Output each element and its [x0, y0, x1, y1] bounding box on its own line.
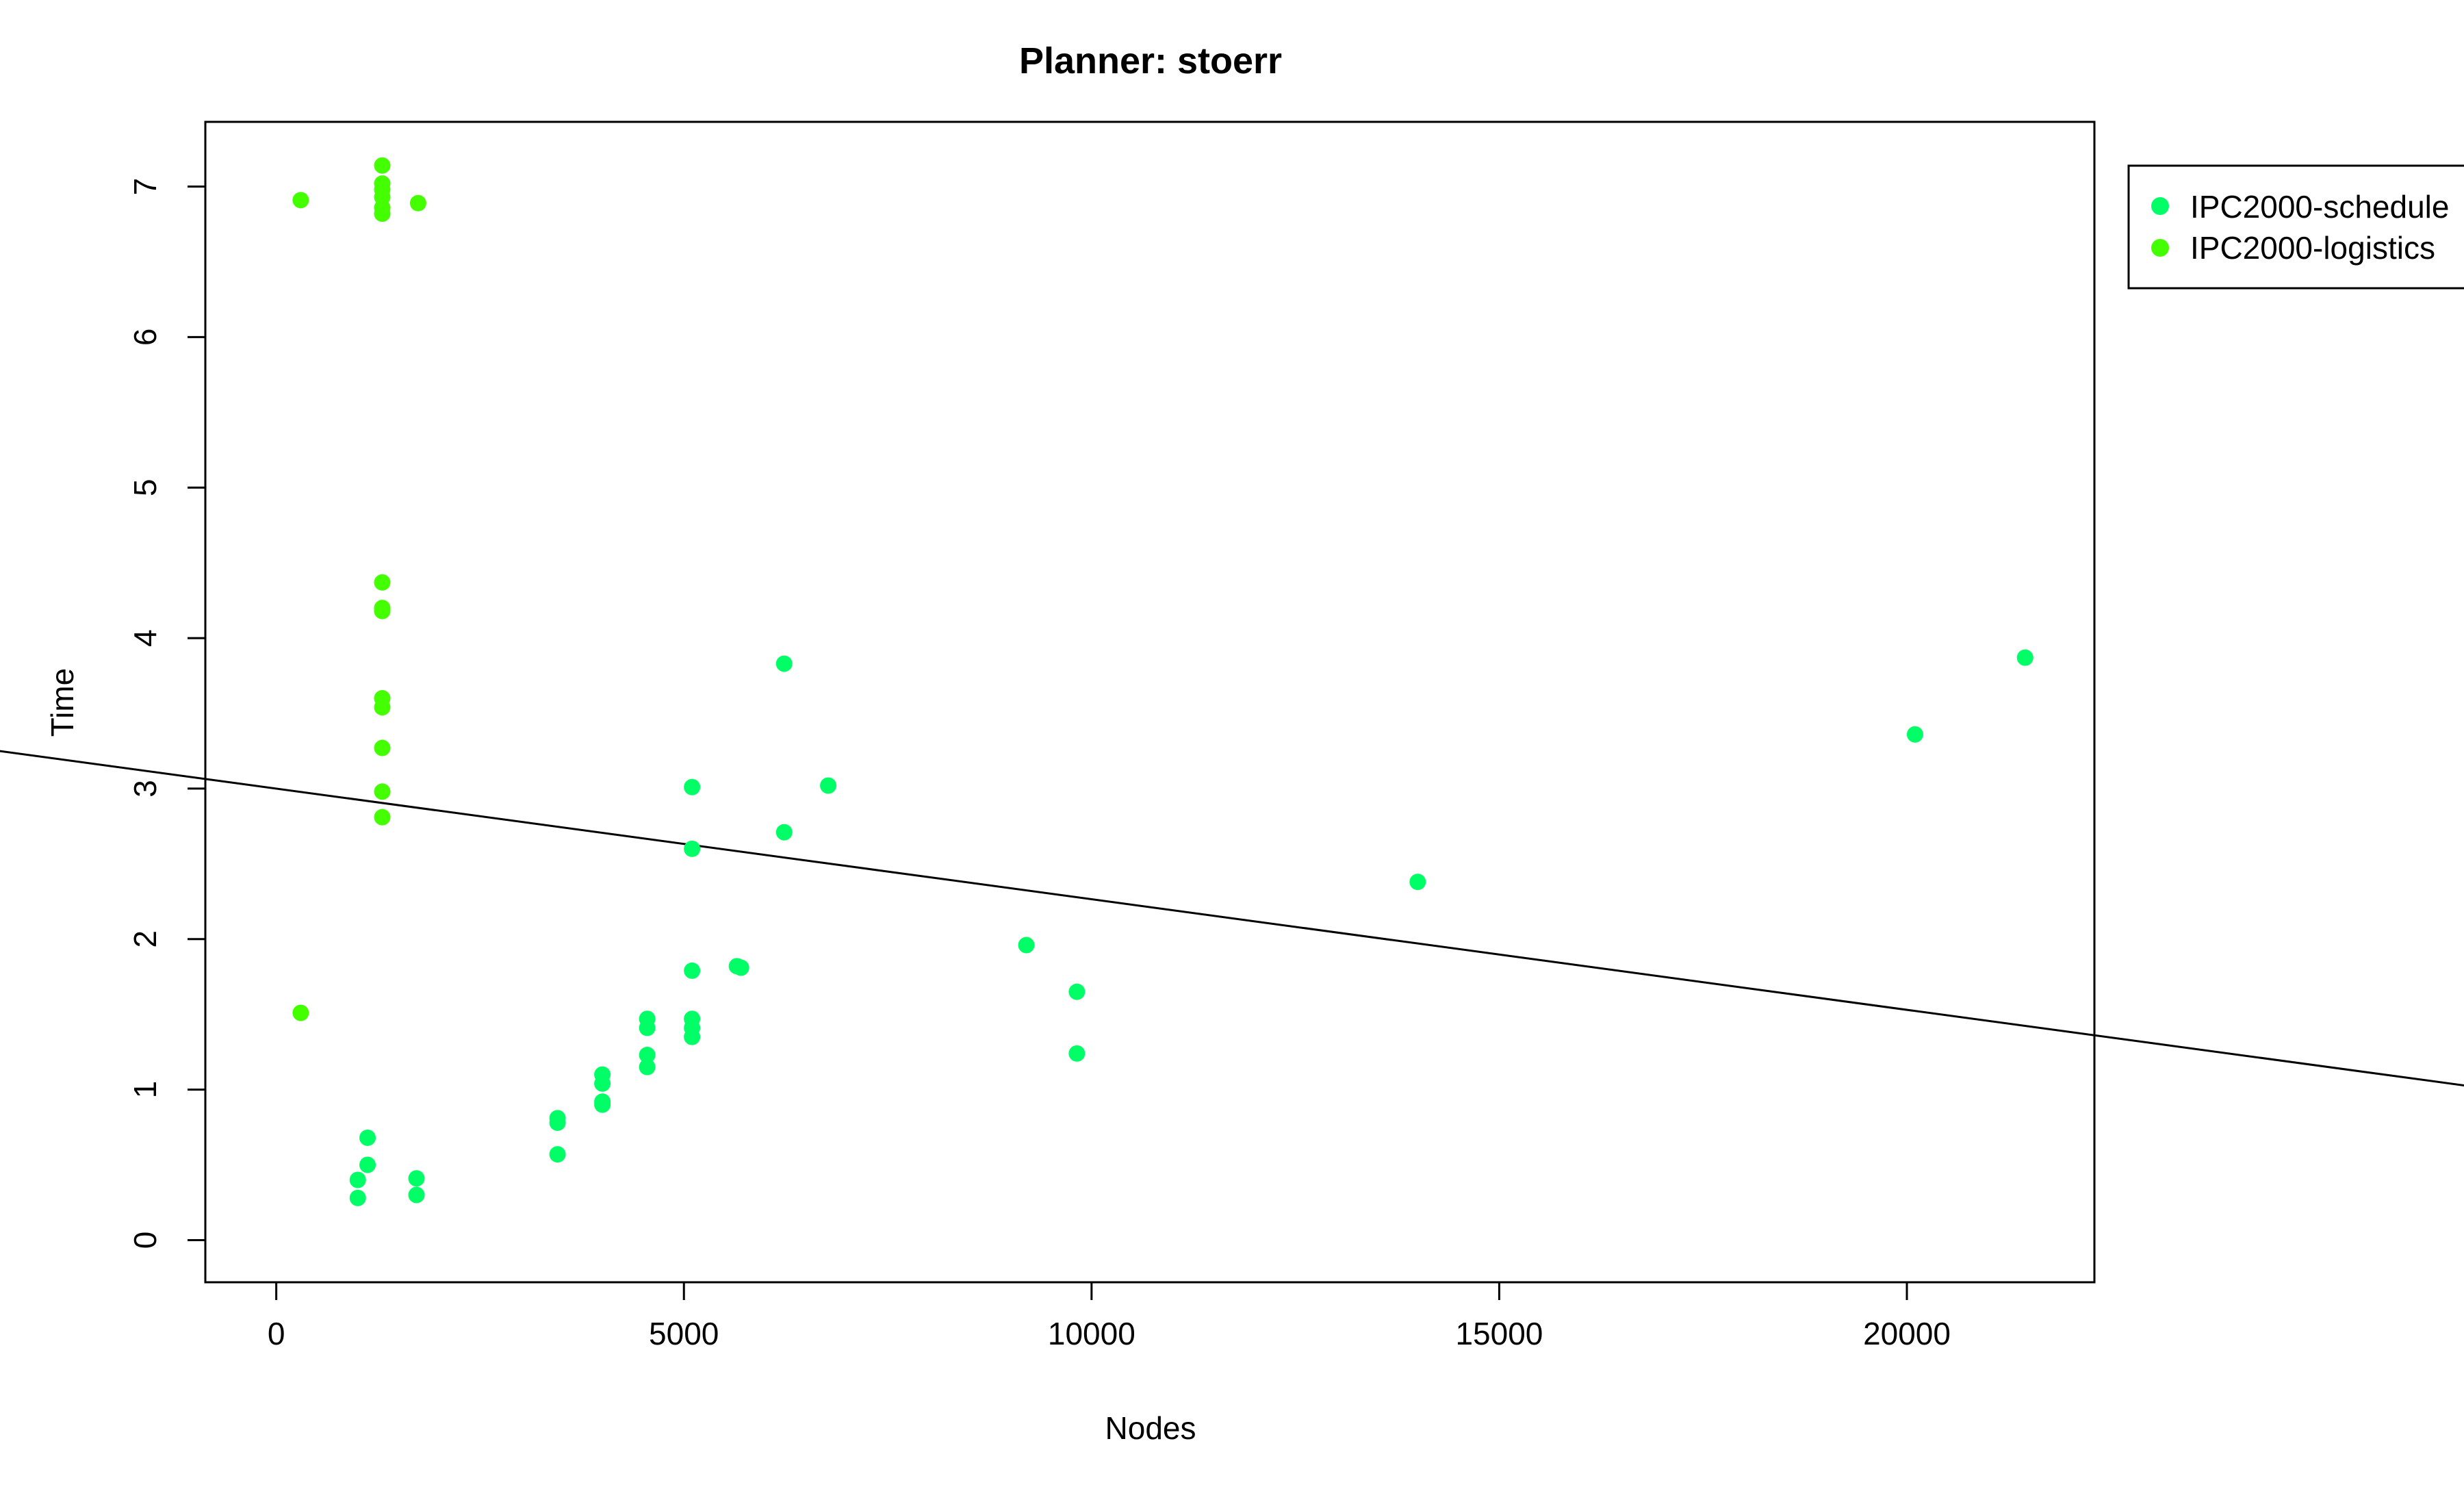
legend: IPC2000-schedule IPC2000-logistics	[2127, 164, 2464, 290]
plot-frame	[204, 120, 2096, 1284]
data-point-schedule	[1068, 983, 1086, 1000]
regression-line-group	[0, 750, 2464, 1087]
data-point-schedule	[684, 962, 701, 979]
legend-label-logistics: IPC2000-logistics	[2190, 230, 2435, 266]
y-tick-label: 6	[127, 329, 163, 346]
data-point-schedule	[594, 1066, 611, 1083]
regression-line	[0, 750, 2464, 1087]
data-point-schedule	[1906, 726, 1923, 743]
data-point-schedule	[408, 1186, 425, 1204]
data-point-schedule	[684, 1010, 701, 1028]
x-tick-label: 10000	[1048, 1316, 1135, 1351]
data-point-logistics	[374, 690, 391, 707]
data-point-schedule	[349, 1171, 366, 1188]
data-point-schedule	[775, 824, 793, 841]
y-tick-label: 7	[127, 178, 163, 196]
data-point-schedule	[684, 840, 701, 857]
data-point-schedule	[639, 1058, 656, 1076]
data-point-schedule	[594, 1093, 611, 1110]
x-tick-label: 0	[268, 1316, 285, 1351]
chart-title: Planner: stoerr	[1019, 40, 1282, 81]
data-point-logistics	[374, 783, 391, 800]
data-point-logistics	[374, 175, 391, 192]
data-point-schedule	[775, 655, 793, 672]
legend-marker-logistics	[2151, 239, 2169, 257]
data-point-logistics	[409, 194, 426, 212]
data-point-schedule	[349, 1189, 366, 1206]
data-point-schedule	[684, 778, 701, 796]
y-axis: 0 1 2 3 4 5 6 7	[127, 178, 207, 1249]
data-point-logistics	[374, 600, 391, 617]
data-point-logistics	[374, 157, 391, 174]
x-axis-title: Nodes	[1105, 1410, 1196, 1446]
y-tick-label: 3	[127, 780, 163, 798]
data-point-logistics	[374, 739, 391, 756]
legend-box	[2127, 164, 2464, 290]
y-tick-label: 0	[127, 1232, 163, 1249]
data-point-schedule	[359, 1129, 376, 1146]
data-point-schedule	[732, 959, 749, 976]
y-tick-label: 4	[127, 629, 163, 647]
data-point-schedule	[408, 1170, 425, 1187]
y-axis-title: Time	[44, 668, 80, 737]
x-tick-label: 5000	[649, 1316, 719, 1351]
data-point-schedule	[2016, 649, 2033, 666]
data-points	[292, 157, 2033, 1206]
y-tick-label: 5	[127, 479, 163, 496]
data-point-logistics	[374, 574, 391, 591]
legend-marker-schedule	[2151, 197, 2169, 215]
data-point-schedule	[359, 1156, 376, 1173]
data-point-schedule	[820, 777, 837, 794]
x-tick-label: 20000	[1863, 1316, 1951, 1351]
legend-label-schedule: IPC2000-schedule	[2190, 189, 2449, 225]
data-point-logistics	[374, 809, 391, 826]
data-point-schedule	[1409, 874, 1426, 891]
data-point-schedule	[1068, 1045, 1086, 1062]
data-point-schedule	[549, 1110, 566, 1127]
x-tick-label: 15000	[1455, 1316, 1543, 1351]
data-point-logistics	[292, 1004, 309, 1021]
data-point-schedule	[639, 1047, 656, 1064]
data-point-schedule	[639, 1010, 656, 1028]
y-tick-label: 2	[127, 930, 163, 948]
data-point-logistics	[292, 192, 309, 209]
x-axis: 0 5000 10000 15000 20000	[268, 1281, 1951, 1351]
data-point-schedule	[1018, 937, 1035, 954]
data-point-schedule	[549, 1146, 566, 1163]
y-tick-label: 1	[127, 1081, 163, 1099]
